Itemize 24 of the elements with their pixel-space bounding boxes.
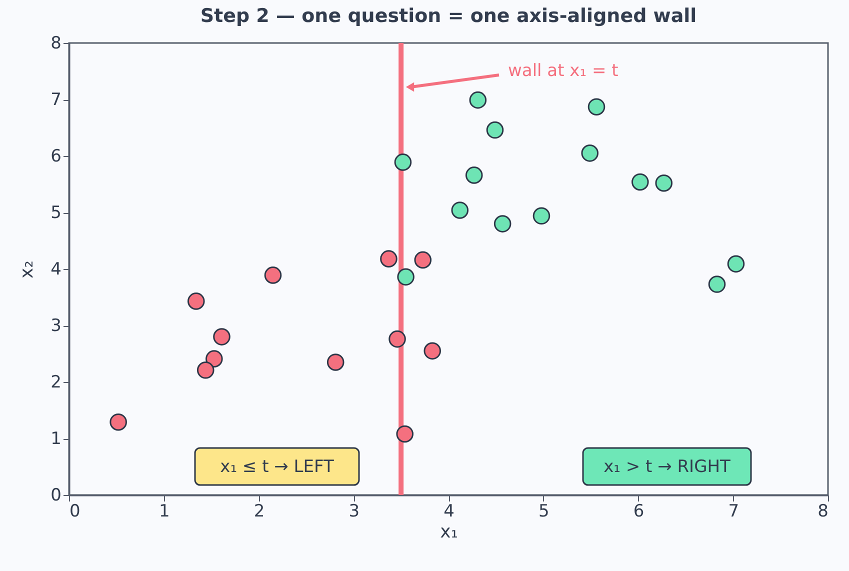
x-tick-label: 5	[538, 502, 550, 522]
annotation: x₁ > t → RIGHT	[604, 457, 732, 477]
y-tick-label: 3	[50, 316, 62, 336]
x-tick-label: 7	[728, 502, 740, 522]
x-tick-label: 0	[70, 502, 80, 522]
y-tick-label: 0	[50, 486, 62, 506]
y-tick-label: 5	[50, 203, 62, 223]
x-tick-label: 1	[158, 502, 170, 522]
x-tick-label: 8	[818, 502, 828, 522]
x-tick-label: 4	[444, 502, 454, 522]
ref-line-label: wall at x₁ = t	[508, 61, 619, 81]
y-axis-title: x₂	[16, 260, 38, 278]
y-tick-label: 6	[50, 146, 62, 166]
x-tick-label: 6	[633, 502, 644, 522]
chart-title: Step 2 — one question = one axis-aligned wall	[200, 5, 697, 27]
x-tick-label: 3	[348, 502, 360, 522]
annotation: x₁ ≤ t → LEFT	[220, 457, 334, 477]
x-axis-title: x₁	[440, 522, 458, 542]
y-tick-label: 1	[50, 429, 62, 449]
y-tick-label: 2	[50, 372, 62, 392]
y-tick-label: 4	[50, 260, 62, 280]
y-tick-label: 7	[50, 90, 62, 110]
x-tick-label: 2	[254, 502, 265, 522]
y-tick-label: 8	[50, 34, 62, 54]
